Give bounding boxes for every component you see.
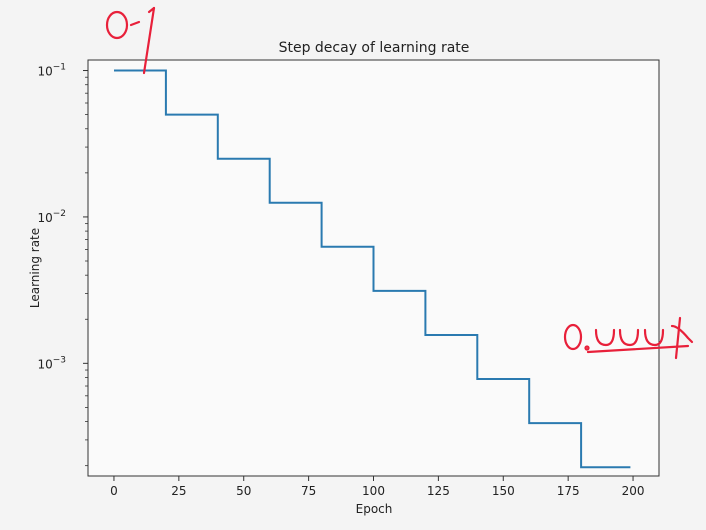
y-tick-label: 10−2 xyxy=(37,209,66,225)
x-axis: 0 25 50 75 100 125 150 175 200 xyxy=(110,476,644,498)
y-axis-label: Learning rate xyxy=(28,228,42,308)
y-tick-exponent: −3 xyxy=(53,355,66,365)
y-tick-label: 10−1 xyxy=(37,63,66,79)
y-tick-exponent: −2 xyxy=(53,209,66,219)
chart-title: Step decay of learning rate xyxy=(279,40,470,56)
x-tick-label: 100 xyxy=(362,484,385,498)
y-tick-base: 10 xyxy=(37,357,52,371)
handwritten-note-top xyxy=(105,6,156,75)
x-tick-label: 175 xyxy=(557,484,580,498)
x-tick-label: 150 xyxy=(492,484,515,498)
x-tick-label: 25 xyxy=(171,484,186,498)
y-tick-label: 10−3 xyxy=(37,355,66,371)
y-axis: 10−110−210−3 xyxy=(37,63,88,467)
x-tick-label: 200 xyxy=(622,484,645,498)
x-tick-label: 125 xyxy=(427,484,450,498)
handwritten-note-right xyxy=(563,316,694,360)
learning-rate-line xyxy=(114,69,631,469)
handwritten-annotations xyxy=(105,6,694,360)
x-tick-label: 0 xyxy=(110,484,118,498)
y-tick-base: 10 xyxy=(37,211,52,225)
y-tick-base: 10 xyxy=(37,65,52,79)
x-tick-label: 50 xyxy=(236,484,251,498)
x-axis-label: Epoch xyxy=(356,502,393,516)
x-tick-label: 75 xyxy=(301,484,316,498)
y-tick-exponent: −1 xyxy=(53,63,66,73)
